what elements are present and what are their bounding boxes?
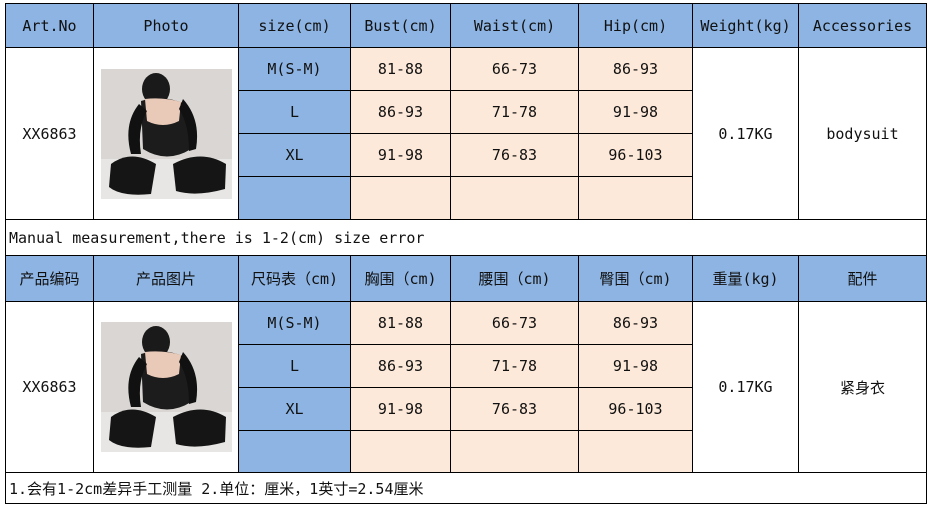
waist-cell bbox=[450, 176, 579, 220]
product-photo bbox=[100, 68, 232, 199]
accessories-cell: bodysuit bbox=[798, 47, 927, 220]
size-cell: XL bbox=[238, 387, 351, 431]
column-header: 重量(kg) bbox=[692, 255, 799, 302]
table-row: L 86-93 71-78 91-98 bbox=[6, 90, 927, 134]
table-row bbox=[6, 430, 927, 473]
hip-cell: 86-93 bbox=[578, 301, 693, 345]
accessories-cell: 紧身衣 bbox=[798, 301, 927, 473]
size-cell: M(S-M) bbox=[238, 47, 351, 91]
hip-cell: 86-93 bbox=[578, 47, 693, 91]
column-header: 尺码表（cm) bbox=[238, 255, 351, 302]
bust-cell bbox=[350, 176, 451, 220]
size-cell: L bbox=[238, 90, 351, 134]
column-header: Photo bbox=[93, 3, 239, 48]
table-row: XX6863 M(S-M) 81-88 66-73 86-93 0.17KG 紧身衣 bbox=[5, 301, 927, 473]
bust-cell bbox=[350, 430, 451, 473]
waist-cell: 71-78 bbox=[450, 344, 579, 388]
bust-cell: 91-98 bbox=[350, 133, 451, 177]
waist-cell: 76-83 bbox=[450, 133, 579, 177]
weight-cell: 0.17KG bbox=[692, 301, 799, 473]
waist-cell: 66-73 bbox=[450, 301, 579, 345]
column-header: size(cm) bbox=[238, 3, 351, 48]
waist-cell: 76-83 bbox=[450, 387, 579, 431]
column-header: Waist(cm) bbox=[450, 3, 579, 48]
art-no-cell: XX6863 bbox=[5, 47, 94, 220]
hip-cell: 96-103 bbox=[578, 133, 693, 177]
note-cell: 1.会有1-2cm差异手工测量 2.单位：厘米，1英寸=2.54厘米 bbox=[5, 472, 927, 504]
product-photo bbox=[100, 322, 232, 452]
header-row: Art.No Photo size(cm) Bust(cm) Waist(cm) Hip(… bbox=[5, 3, 927, 48]
bust-cell: 86-93 bbox=[350, 344, 451, 388]
size-cell bbox=[238, 430, 351, 473]
art-no-cell: XX6863 bbox=[5, 301, 94, 473]
table-row: XX6863 M(S-M) 81-88 66-73 86-93 0.17KG bodysu… bbox=[5, 47, 927, 220]
waist-cell: 66-73 bbox=[450, 47, 579, 91]
weight-cell: 0.17KG bbox=[692, 47, 799, 220]
column-header: Hip(cm) bbox=[578, 3, 693, 48]
hip-cell bbox=[578, 430, 693, 473]
bust-cell: 81-88 bbox=[350, 47, 451, 91]
table-row: XL 91-98 76-83 96-103 bbox=[6, 133, 927, 177]
bust-cell: 91-98 bbox=[350, 387, 451, 431]
size-cell: M(S-M) bbox=[238, 301, 351, 345]
column-header: Art.No bbox=[5, 3, 94, 48]
hip-cell: 96-103 bbox=[578, 387, 693, 431]
size-cell: XL bbox=[238, 133, 351, 177]
note-cell: Manual measurement,there is 1-2(cm) size… bbox=[5, 219, 927, 256]
column-header: 产品图片 bbox=[93, 255, 239, 302]
waist-cell: 71-78 bbox=[450, 90, 579, 134]
size-chart: Art.No Photo size(cm) Bust(cm) Waist(cm) Hip(… bbox=[5, 3, 927, 504]
column-header: 腰围（cm) bbox=[450, 255, 579, 302]
column-header: 胸围（cm) bbox=[350, 255, 451, 302]
photo-cell bbox=[93, 301, 239, 473]
column-header: Accessories bbox=[798, 3, 927, 48]
size-cell: L bbox=[238, 344, 351, 388]
table-row bbox=[6, 176, 927, 220]
size-cell bbox=[238, 176, 351, 220]
column-header: 产品编码 bbox=[5, 255, 94, 302]
hip-cell bbox=[578, 176, 693, 220]
waist-cell bbox=[450, 430, 579, 473]
bust-cell: 86-93 bbox=[350, 90, 451, 134]
photo-cell bbox=[93, 47, 239, 220]
hip-cell: 91-98 bbox=[578, 344, 693, 388]
column-header: Bust(cm) bbox=[350, 3, 451, 48]
table-row: XL 91-98 76-83 96-103 bbox=[6, 387, 927, 431]
header-row: 产品编码 产品图片 尺码表（cm) 胸围（cm) 腰围（cm) 臀围（cm) 重量(kg) 配… bbox=[5, 255, 927, 302]
column-header: 配件 bbox=[798, 255, 927, 302]
column-header: 臀围（cm) bbox=[578, 255, 693, 302]
bust-cell: 81-88 bbox=[350, 301, 451, 345]
hip-cell: 91-98 bbox=[578, 90, 693, 134]
column-header: Weight(kg) bbox=[692, 3, 799, 48]
